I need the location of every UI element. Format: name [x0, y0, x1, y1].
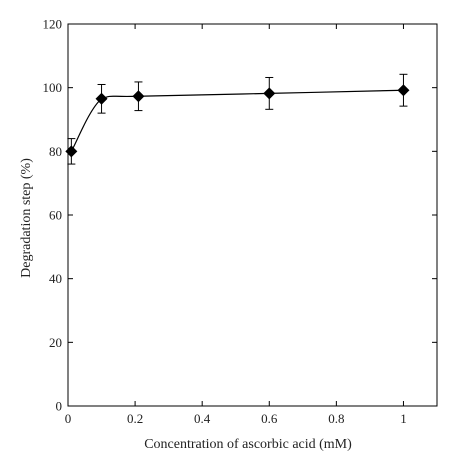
data-point [95, 92, 108, 105]
y-tick-label: 100 [43, 80, 63, 95]
x-tick-label: 0.2 [127, 411, 143, 426]
series-line [70, 89, 404, 152]
y-tick-label: 60 [49, 208, 62, 223]
x-tick-label: 0.4 [194, 411, 211, 426]
x-tick-label: 0.8 [328, 411, 344, 426]
x-axis-title: Concentration of ascorbic acid (mM) [144, 437, 352, 452]
series-layer [65, 73, 410, 165]
y-tick-label: 80 [49, 144, 62, 159]
x-tick-label: 0.6 [261, 411, 278, 426]
data-point [397, 84, 410, 97]
y-tick-label: 0 [56, 399, 63, 414]
data-point [65, 145, 78, 158]
y-tick-label: 20 [49, 335, 62, 350]
y-axis-title: Degradation step (%) [19, 158, 34, 278]
y-tick-label: 120 [43, 17, 63, 32]
plot-border [67, 23, 438, 407]
data-point [263, 87, 276, 100]
x-tick-label: 1 [400, 411, 407, 426]
plot-frame [67, 23, 438, 407]
data-point [132, 90, 145, 103]
y-tick-label: 40 [49, 271, 62, 286]
x-axis: 0 0.2 0.4 0.6 0.8 1 [65, 24, 407, 426]
x-tick-label: 0 [65, 411, 72, 426]
y-axis: 0 20 40 60 80 100 120 [43, 17, 437, 414]
